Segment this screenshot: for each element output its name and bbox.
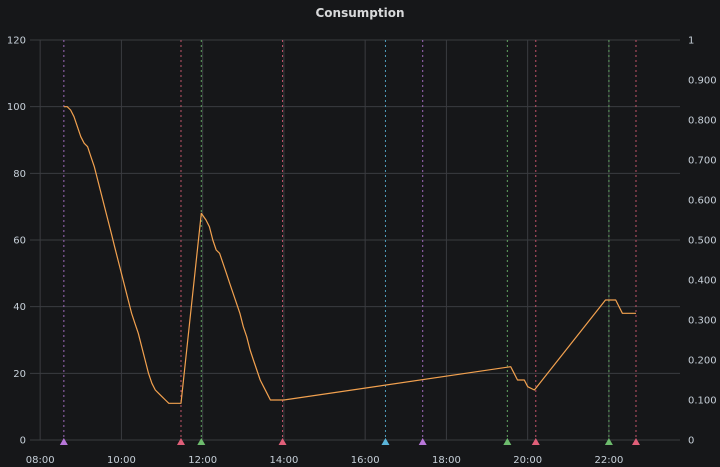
y-right-tick-label: 0.300: [688, 316, 717, 327]
annotation-marker-icon[interactable]: [531, 438, 540, 445]
y-right-tick-label: 0.700: [688, 156, 717, 167]
y-right-tick-label: 0.800: [688, 116, 717, 127]
y-right-tick-label: 0.600: [688, 196, 717, 207]
annotation-marker-icon[interactable]: [197, 438, 206, 445]
y-right-tick-label: 0.400: [688, 276, 717, 287]
y-left-tick-label: 20: [13, 369, 26, 380]
annotation-marker-icon[interactable]: [418, 438, 427, 445]
annotation-marker-icon[interactable]: [503, 438, 512, 445]
y-left-tick-label: 100: [7, 102, 26, 113]
y-right-tick-label: 0.200: [688, 356, 717, 367]
y-left-tick-label: 0: [20, 436, 26, 447]
annotation-marker-icon[interactable]: [176, 438, 185, 445]
y-right-tick-label: 0.100: [688, 396, 717, 407]
x-tick-label: 10:00: [107, 455, 136, 466]
annotation-marker-icon[interactable]: [604, 438, 613, 445]
y-left-tick-label: 40: [13, 302, 26, 313]
y-right-tick-label: 0.500: [688, 236, 717, 247]
annotation-marker-icon[interactable]: [278, 438, 287, 445]
x-tick-label: 18:00: [432, 455, 461, 466]
annotation-marker-icon[interactable]: [631, 438, 640, 445]
y-right-tick-label: 1: [688, 36, 694, 47]
series-line[interactable]: [63, 106, 636, 404]
y-right-tick-label: 0.900: [688, 76, 717, 87]
annotation-markers: [59, 40, 640, 445]
x-tick-label: 14:00: [269, 455, 298, 466]
y-right-tick-label: 0: [688, 436, 694, 447]
x-tick-label: 12:00: [188, 455, 217, 466]
x-tick-label: 22:00: [594, 455, 623, 466]
panel-title[interactable]: Consumption: [315, 6, 405, 20]
y-left-tick-label: 120: [7, 36, 26, 47]
series-lines: [63, 106, 636, 404]
y-left-tick-label: 60: [13, 236, 26, 247]
axis-labels: 0 20 40 60 80 100 120 0 0.100 0.200 0.300 0.400 0.50…: [7, 36, 717, 467]
grid-lines: [30, 39, 680, 441]
x-tick-label: 16:00: [351, 455, 380, 466]
x-tick-label: 08:00: [26, 455, 55, 466]
y-left-tick-label: 80: [13, 169, 26, 180]
annotation-marker-icon[interactable]: [381, 438, 390, 445]
x-tick-label: 20:00: [513, 455, 542, 466]
annotation-marker-icon[interactable]: [59, 438, 68, 445]
